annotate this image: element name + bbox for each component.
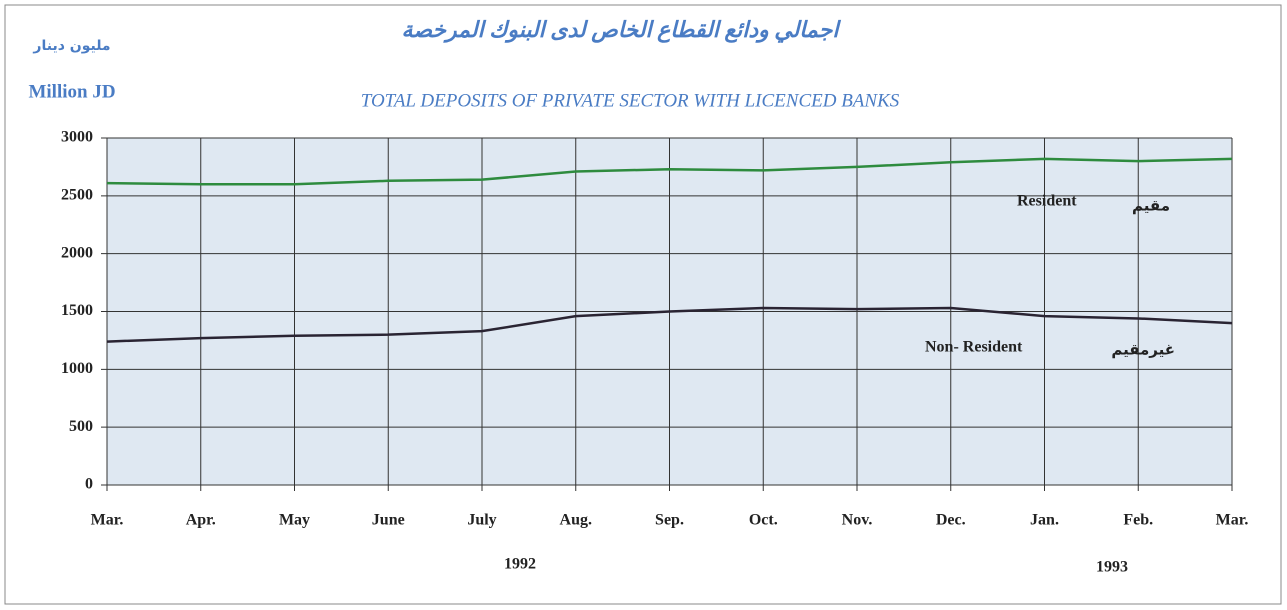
x-tick-label: Apr. xyxy=(186,512,216,529)
annotation: مقيم xyxy=(1132,197,1170,215)
y-axis-label-ar: مليون دينار xyxy=(32,38,110,54)
x-tick-label: Feb. xyxy=(1123,512,1153,529)
y-tick-label: 2000 xyxy=(61,244,93,261)
y-tick-label: 1500 xyxy=(61,302,93,319)
series-line xyxy=(106,157,1233,186)
y-tick-label: 500 xyxy=(69,418,93,435)
y-tick-label: 0 xyxy=(85,476,93,493)
annotation: 1992 xyxy=(504,556,536,573)
chart-title: TOTAL DEPOSITS OF PRIVATE SECTOR WITH LI… xyxy=(361,90,900,111)
x-tick-label: Aug. xyxy=(560,512,592,529)
annotation: 1993 xyxy=(1096,559,1128,576)
series-line xyxy=(106,306,1233,343)
x-tick-label: Oct. xyxy=(749,512,778,529)
y-axis-label: Million JD xyxy=(28,81,115,102)
x-tick-label: Sep. xyxy=(655,512,684,529)
arabic-title: اجمالي ودائع القطاع الخاص لدى البنوك الم… xyxy=(402,17,842,43)
annotation: غيرمقيم xyxy=(1111,341,1175,359)
x-tick-label: Jan. xyxy=(1030,512,1059,529)
x-tick-label: Nov. xyxy=(842,512,873,529)
x-tick-label: July xyxy=(467,512,496,529)
x-tick-label: Mar. xyxy=(91,512,124,529)
y-tick-label: 2500 xyxy=(61,187,93,204)
series-label: Resident xyxy=(1017,193,1077,210)
x-tick-label: Dec. xyxy=(936,512,966,529)
x-tick-label: May xyxy=(279,512,310,529)
series-label: Non- Resident xyxy=(925,339,1023,356)
y-tick-label: 1000 xyxy=(61,360,93,377)
y-tick-label: 3000 xyxy=(61,129,93,146)
x-tick-label: Mar. xyxy=(1216,512,1249,529)
x-tick-label: June xyxy=(372,512,405,529)
